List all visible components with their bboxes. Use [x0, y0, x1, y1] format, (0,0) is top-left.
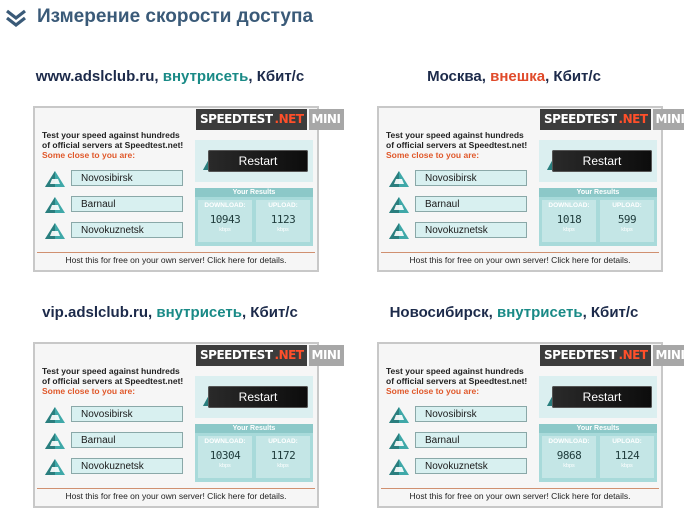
- download-result: DOWNLOAD: 9868 kbps: [542, 436, 596, 478]
- server-name[interactable]: Barnaul: [415, 432, 527, 448]
- double-chevron-down-icon: [6, 9, 26, 27]
- download-value: 9868: [556, 449, 582, 462]
- server-item[interactable]: Barnaul: [388, 432, 530, 450]
- server-triangle-icon: [389, 197, 409, 213]
- restart-button[interactable]: Restart: [208, 150, 308, 172]
- widget-caption: Новосибирск, внутрисеть, Кбит/с: [389, 304, 639, 321]
- speedtest-widget[interactable]: SPEEDTEST .NET MINI Test your speed agains…: [33, 342, 345, 508]
- download-value: 1018: [556, 213, 582, 226]
- server-name[interactable]: Barnaul: [415, 196, 527, 212]
- widget-caption: vip.adslclub.ru, внутрисеть, Кбит/с: [42, 304, 298, 321]
- upload-result: UPLOAD: 1172 kbps: [256, 436, 310, 478]
- server-item[interactable]: Novosibirsk: [388, 406, 530, 424]
- widget-caption: Москва, внешка, Кбит/с: [427, 68, 601, 85]
- server-item[interactable]: Novokuznetsk: [388, 222, 530, 240]
- invite-text: Test your speed against hundreds of offi…: [42, 366, 184, 396]
- download-result: DOWNLOAD: 10304 kbps: [198, 436, 252, 478]
- invite-text: Test your speed against hundreds of offi…: [386, 130, 528, 160]
- server-triangle-icon: [45, 197, 65, 213]
- speedtest-widget[interactable]: SPEEDTEST .NET MINI Test your speed agains…: [377, 342, 684, 508]
- results-panel: Your Results DOWNLOAD: 10304 kbps UPLOAD…: [195, 424, 313, 482]
- server-name[interactable]: Novokuznetsk: [415, 222, 527, 238]
- server-item[interactable]: Barnaul: [388, 196, 530, 214]
- upload-value: 1123: [270, 213, 296, 226]
- server-triangle-icon: [45, 223, 65, 239]
- upload-value: 599: [617, 213, 637, 226]
- server-name[interactable]: Novokuznetsk: [71, 458, 183, 474]
- download-result: DOWNLOAD: 10943 kbps: [198, 200, 252, 242]
- host-link[interactable]: Host this for free on your own server! C…: [381, 252, 659, 265]
- server-triangle-icon: [45, 407, 65, 423]
- restart-button[interactable]: Restart: [208, 386, 308, 408]
- server-triangle-icon: [389, 407, 409, 423]
- server-triangle-icon: [389, 223, 409, 239]
- server-name[interactable]: Novosibirsk: [71, 406, 183, 422]
- restart-button[interactable]: Restart: [552, 150, 652, 172]
- upload-result: UPLOAD: 1123 kbps: [256, 200, 310, 242]
- server-name[interactable]: Novosibirsk: [415, 170, 527, 186]
- host-link[interactable]: Host this for free on your own server! C…: [381, 488, 659, 501]
- server-name[interactable]: Barnaul: [71, 432, 183, 448]
- speedtest-logo[interactable]: SPEEDTEST .NET MINI: [196, 345, 345, 366]
- server-name[interactable]: Novokuznetsk: [71, 222, 183, 238]
- restart-area: Restart: [195, 376, 313, 418]
- server-item[interactable]: Novosibirsk: [44, 170, 186, 188]
- server-triangle-icon: [45, 433, 65, 449]
- download-value: 10943: [209, 213, 241, 226]
- upload-result: UPLOAD: 599 kbps: [600, 200, 654, 242]
- speedtest-widget[interactable]: SPEEDTEST .NET MINI Test your speed agains…: [33, 106, 345, 272]
- page-header: Измерение скорости доступа: [0, 0, 684, 36]
- server-name[interactable]: Novokuznetsk: [415, 458, 527, 474]
- server-triangle-icon: [45, 171, 65, 187]
- speedtest-logo[interactable]: SPEEDTEST .NET MINI: [540, 345, 684, 366]
- restart-area: Restart: [539, 376, 657, 418]
- server-triangle-icon: [389, 433, 409, 449]
- server-item[interactable]: Novosibirsk: [44, 406, 186, 424]
- server-name[interactable]: Barnaul: [71, 196, 183, 212]
- speedtest-logo[interactable]: SPEEDTEST .NET MINI: [196, 109, 345, 130]
- widget-caption: www.adslclub.ru, внутрисеть, Кбит/с: [35, 68, 305, 85]
- download-value: 10304: [209, 449, 241, 462]
- invite-text: Test your speed against hundreds of offi…: [386, 366, 528, 396]
- server-name[interactable]: Novosibirsk: [71, 170, 183, 186]
- server-triangle-icon: [45, 459, 65, 475]
- results-panel: Your Results DOWNLOAD: 10943 kbps UPLOAD…: [195, 188, 313, 246]
- upload-value: 1172: [270, 449, 296, 462]
- page-title: Измерение скорости доступа: [37, 6, 314, 27]
- download-result: DOWNLOAD: 1018 kbps: [542, 200, 596, 242]
- invite-text: Test your speed against hundreds of offi…: [42, 130, 184, 160]
- server-item[interactable]: Novokuznetsk: [44, 458, 186, 476]
- server-name[interactable]: Novosibirsk: [415, 406, 527, 422]
- server-item[interactable]: Novokuznetsk: [44, 222, 186, 240]
- restart-area: Restart: [195, 140, 313, 182]
- server-item[interactable]: Barnaul: [44, 432, 186, 450]
- server-item[interactable]: Novosibirsk: [388, 170, 530, 188]
- server-item[interactable]: Barnaul: [44, 196, 186, 214]
- host-link[interactable]: Host this for free on your own server! C…: [37, 488, 315, 501]
- server-triangle-icon: [389, 171, 409, 187]
- speedtest-logo[interactable]: SPEEDTEST .NET MINI: [540, 109, 684, 130]
- upload-value: 1124: [614, 449, 640, 462]
- server-item[interactable]: Novokuznetsk: [388, 458, 530, 476]
- results-panel: Your Results DOWNLOAD: 9868 kbps UPLOAD:…: [539, 424, 657, 482]
- speedtest-widget[interactable]: SPEEDTEST .NET MINI Test your speed agains…: [377, 106, 684, 272]
- restart-area: Restart: [539, 140, 657, 182]
- restart-button[interactable]: Restart: [552, 386, 652, 408]
- host-link[interactable]: Host this for free on your own server! C…: [37, 252, 315, 265]
- server-triangle-icon: [389, 459, 409, 475]
- results-panel: Your Results DOWNLOAD: 1018 kbps UPLOAD:…: [539, 188, 657, 246]
- upload-result: UPLOAD: 1124 kbps: [600, 436, 654, 478]
